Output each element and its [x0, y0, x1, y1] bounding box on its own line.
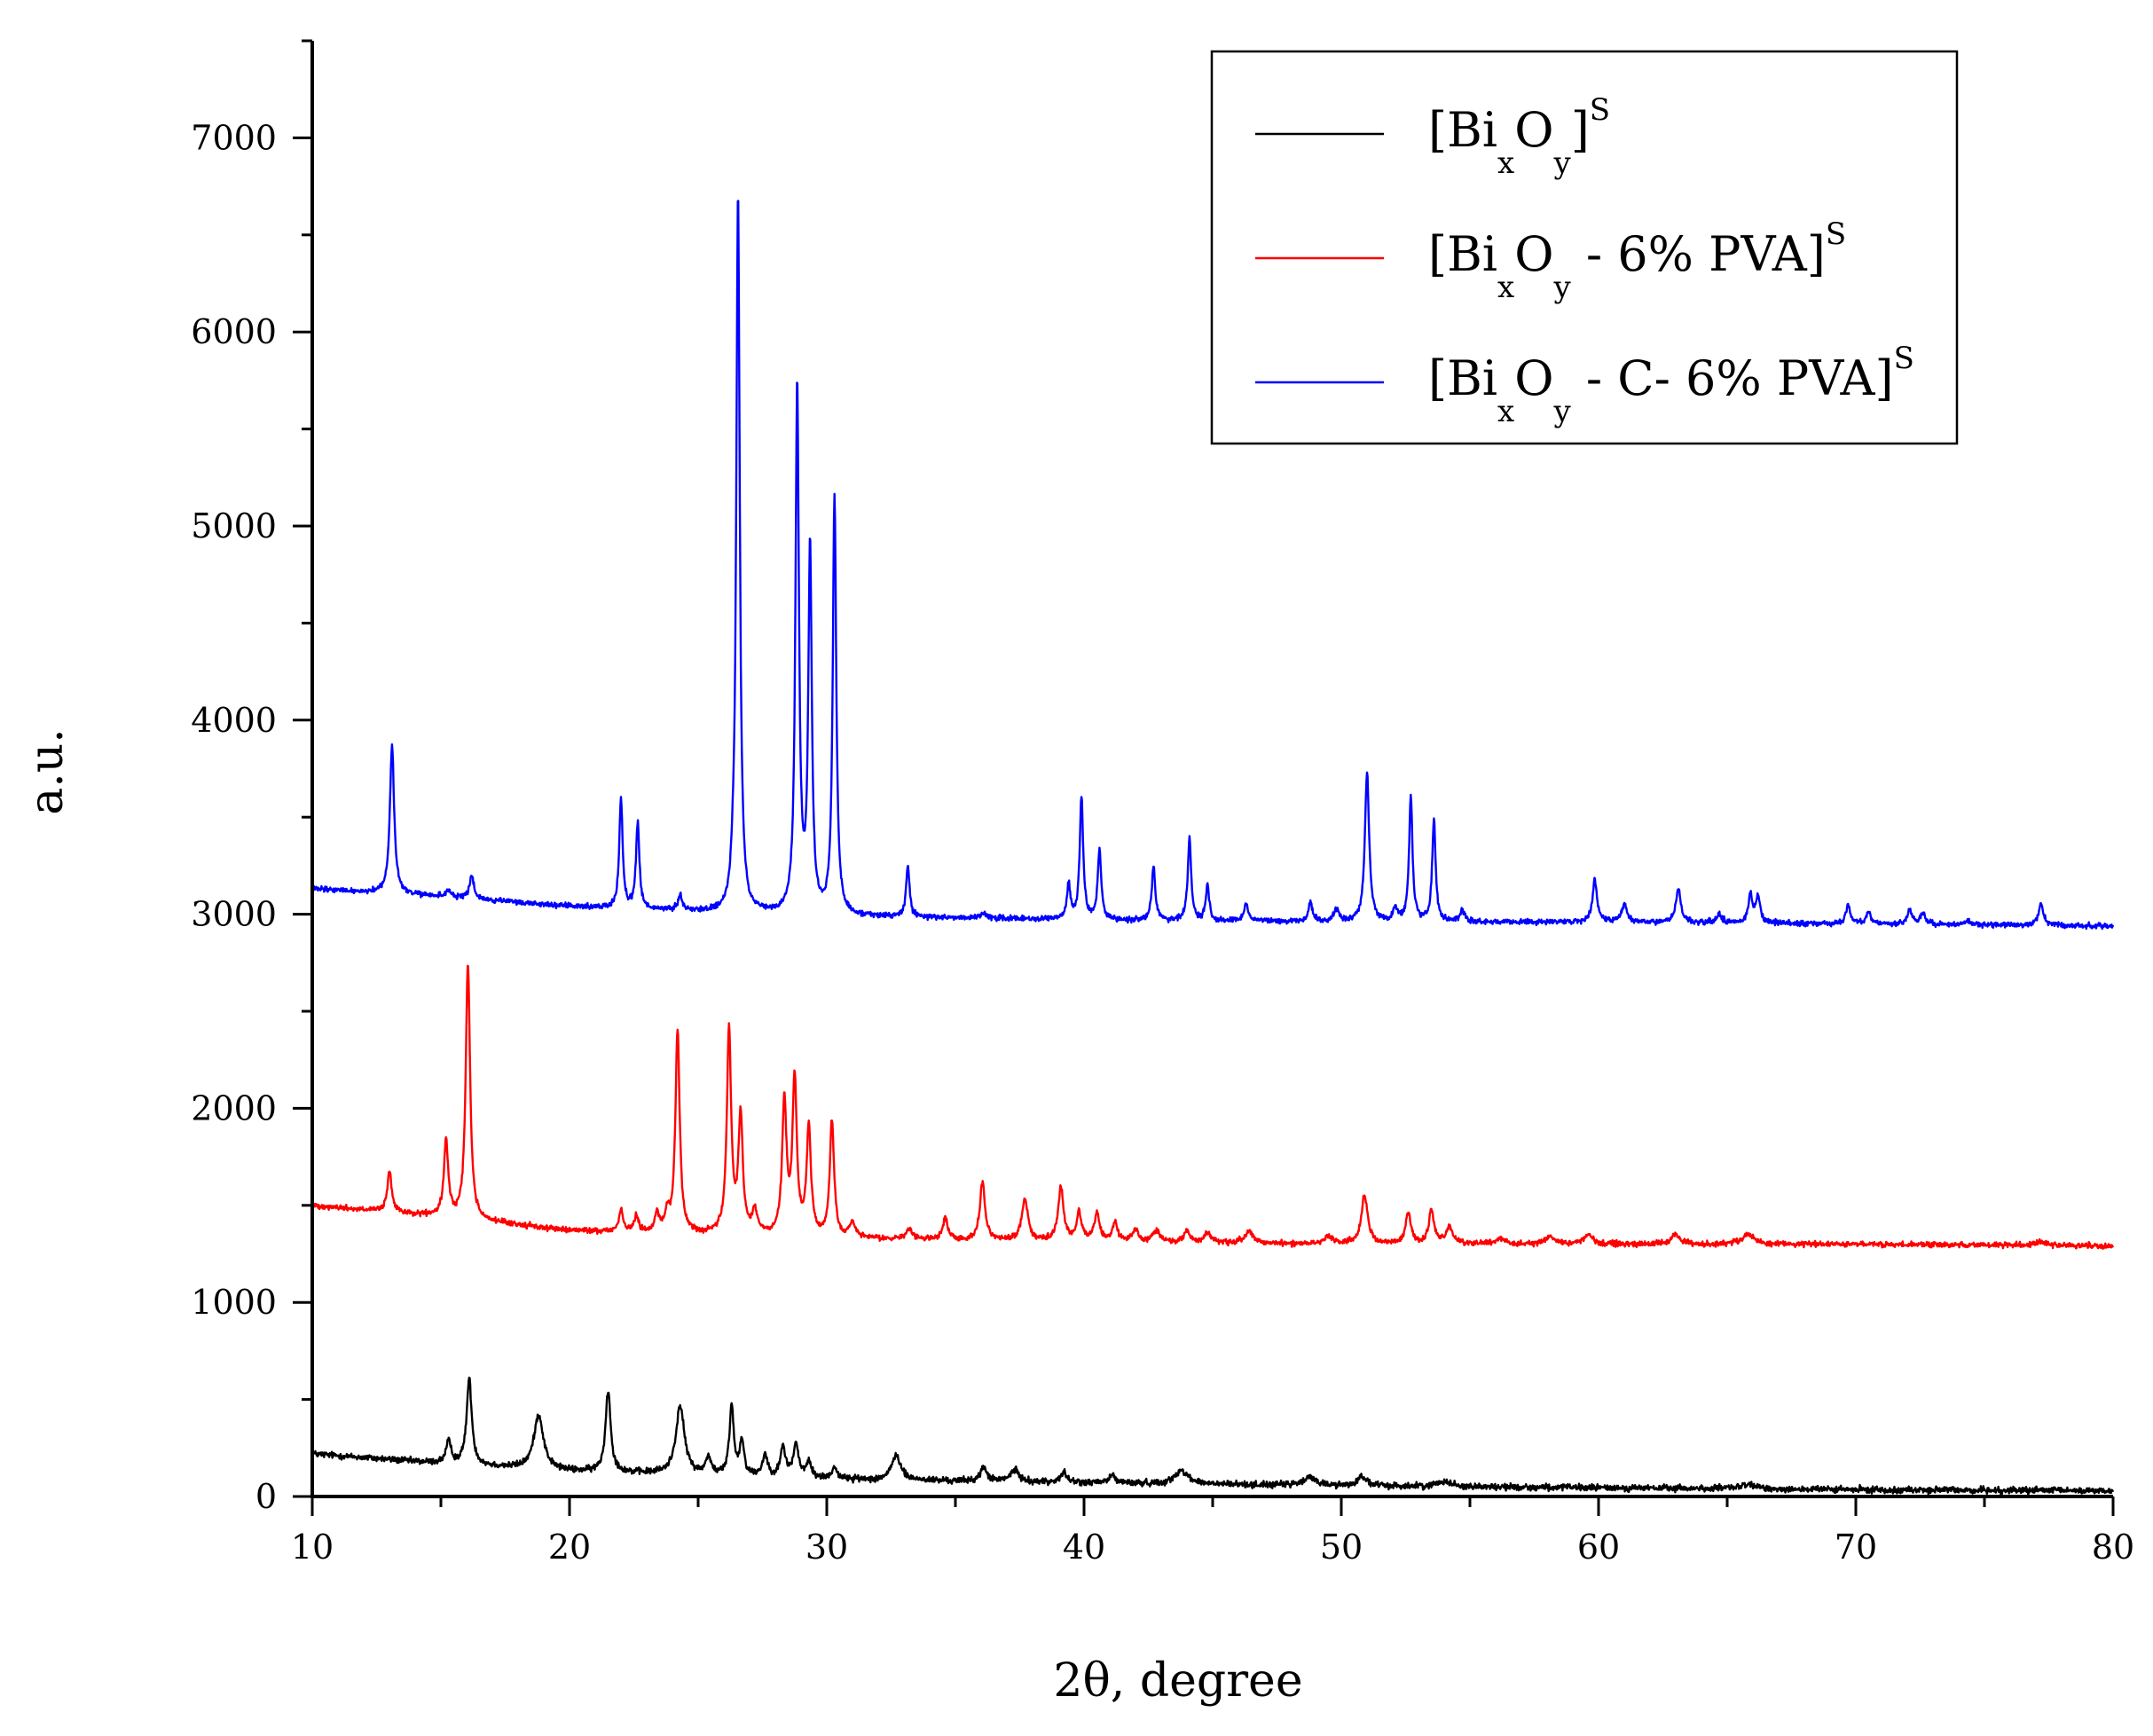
y-tick-label: 7000	[191, 118, 277, 157]
x-tick-label: 20	[548, 1528, 591, 1567]
x-tick-label: 70	[1835, 1528, 1877, 1567]
tick-labels: 10 20 30 40 50 60 70 80 0 1000 2000 3000 4000 5000 600…	[191, 118, 2134, 1567]
legend: [BixOy]S [BixOy - 6% PVA]S [BixOy - C- 6% …	[1210, 50, 1959, 445]
y-tick-label: 3000	[191, 895, 277, 934]
x-tick-label: 50	[1320, 1528, 1363, 1567]
x-axis-title: 2θ, degree	[1053, 1654, 1302, 1708]
x-tick-label: 30	[805, 1528, 848, 1567]
y-tick-label: 1000	[191, 1283, 277, 1322]
x-tick-label: 10	[291, 1528, 334, 1567]
x-tick-label: 80	[2092, 1528, 2134, 1567]
legend-label-1: [BixOy]S	[1428, 92, 1610, 181]
legend-items: [BixOy]S [BixOy - 6% PVA]S [BixOy - C- 6% …	[1255, 92, 1914, 429]
y-tick-label: 0	[255, 1477, 277, 1516]
legend-label-2: [BixOy - 6% PVA]S	[1428, 216, 1846, 305]
series-layer	[310, 200, 2115, 1496]
series-line-2	[310, 964, 2115, 1250]
y-tick-label: 4000	[191, 701, 277, 740]
series-line-3	[311, 200, 2115, 931]
legend-box	[1210, 50, 1959, 445]
series-line-1	[310, 1376, 2115, 1496]
y-tick-label: 2000	[191, 1088, 277, 1127]
y-tick-label: 6000	[191, 312, 277, 351]
y-axis-title: a.u.	[20, 728, 74, 815]
x-tick-label: 60	[1577, 1528, 1620, 1567]
axes	[293, 39, 2115, 1516]
x-tick-label: 40	[1063, 1528, 1105, 1567]
legend-label-3: [BixOy - C- 6% PVA]S	[1428, 341, 1914, 429]
y-tick-label: 5000	[191, 507, 277, 546]
